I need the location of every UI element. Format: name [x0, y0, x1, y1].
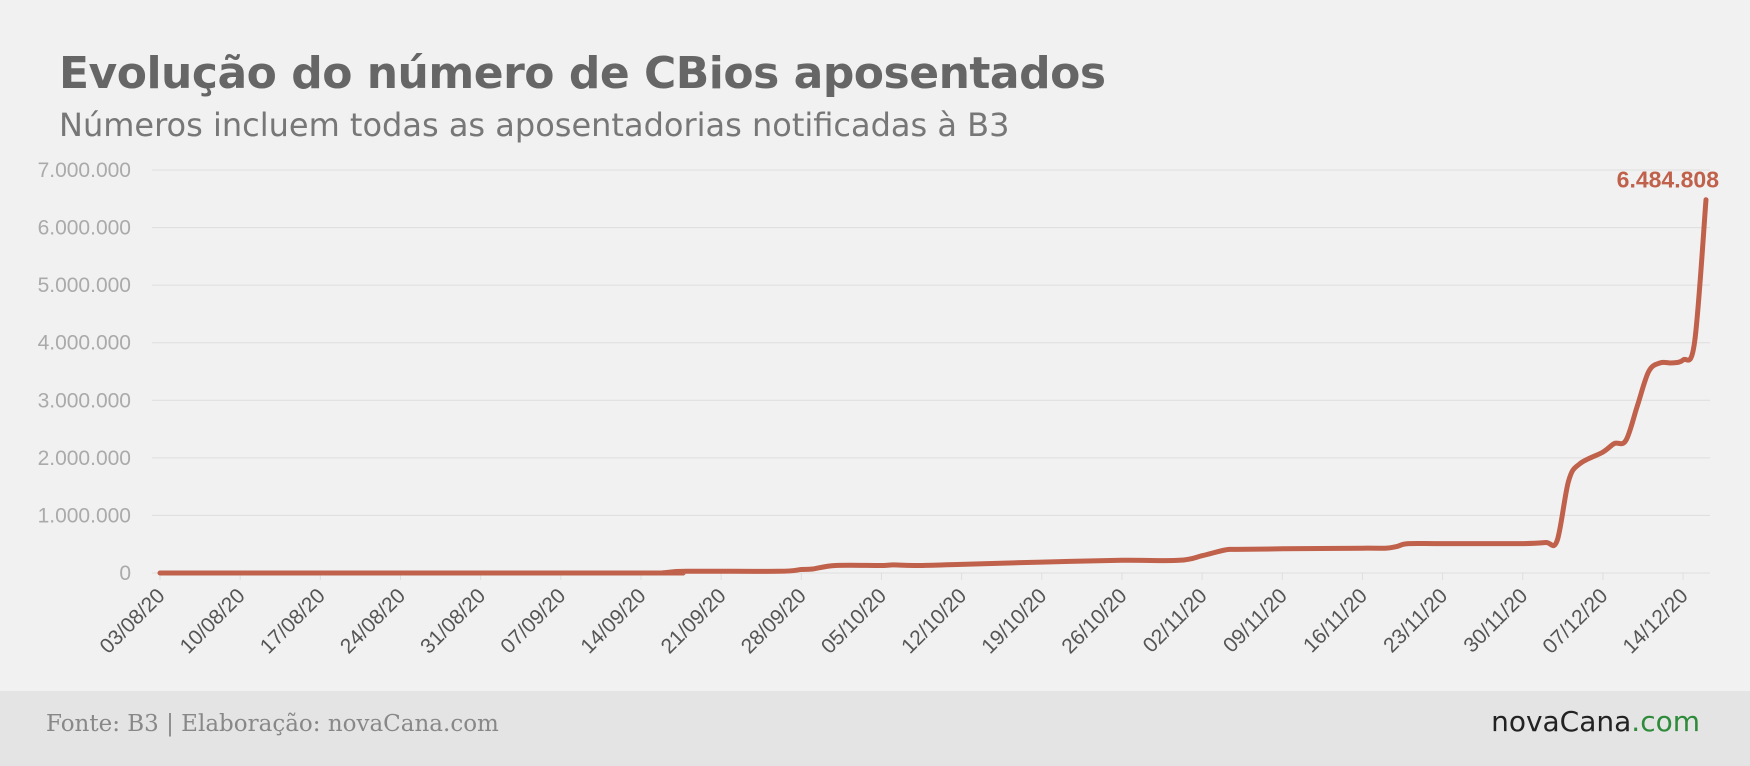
x-tick-label: 28/09/20 — [737, 584, 811, 658]
x-tick-label: 12/10/20 — [897, 584, 971, 658]
x-tick-label: 31/08/20 — [416, 584, 490, 658]
x-tick-label: 03/08/20 — [95, 584, 169, 658]
y-tick-label: 3.000.000 — [38, 389, 131, 412]
y-tick-label: 0 — [119, 562, 131, 585]
x-tick-label: 05/10/20 — [817, 584, 891, 658]
y-tick-label: 1.000.000 — [38, 504, 131, 527]
gridlines — [152, 169, 1710, 574]
x-tick-label: 23/11/20 — [1379, 584, 1452, 657]
line-chart: 0 1.000.000 2.000.000 3.000.000 4.000.000 5.0… — [38, 159, 1720, 658]
annotation-layer: 6.484.808 — [1617, 167, 1720, 193]
x-tick-label: 16/11/20 — [1299, 584, 1372, 657]
series-layer — [157, 197, 1709, 576]
x-axis-tick-labels: 03/08/20 10/08/20 17/08/20 24/08/20 31/08/20… — [95, 573, 1693, 658]
y-tick-label: 5.000.000 — [38, 274, 131, 297]
footer: Fonte: B3 | Elaboração: novaCana.com nov… — [0, 691, 1750, 766]
x-tick-label: 14/12/20 — [1619, 584, 1693, 658]
y-tick-label: 6.000.000 — [38, 217, 131, 240]
novacana-logo[interactable]: novaCana.com — [1491, 705, 1700, 738]
x-tick-label: 30/11/20 — [1459, 584, 1532, 657]
x-tick-label: 21/09/20 — [657, 584, 731, 658]
y-tick-label: 4.000.000 — [38, 332, 131, 355]
y-tick-label: 7.000.000 — [38, 159, 131, 182]
x-tick-label: 17/08/20 — [256, 584, 330, 658]
logo-tld-text: .com — [1631, 705, 1700, 738]
x-tick-label: 07/09/20 — [496, 584, 570, 658]
chart-title: Evolução do número de CBios aposentados — [59, 48, 1106, 99]
x-tick-label: 07/12/20 — [1538, 584, 1612, 658]
x-tick-label: 24/08/20 — [336, 584, 410, 658]
y-tick-label: 2.000.000 — [38, 447, 131, 470]
x-tick-label: 09/11/20 — [1219, 584, 1292, 657]
x-tick-label: 26/10/20 — [1057, 584, 1131, 658]
data-label-last-value: 6.484.808 — [1617, 167, 1720, 193]
x-tick-label: 10/08/20 — [176, 584, 250, 658]
x-tick-label: 02/11/20 — [1139, 584, 1212, 657]
x-tick-label: 19/10/20 — [977, 584, 1051, 658]
source-credit: Fonte: B3 | Elaboração: novaCana.com — [46, 711, 499, 737]
logo-main-text: novaCana — [1491, 705, 1632, 738]
y-axis-tick-labels: 0 1.000.000 2.000.000 3.000.000 4.000.000 5.0… — [38, 159, 131, 585]
x-tick-label: 14/09/20 — [576, 584, 650, 658]
chart-subtitle: Números incluem todas as aposentadorias … — [59, 106, 1010, 144]
series-line — [157, 197, 1709, 576]
